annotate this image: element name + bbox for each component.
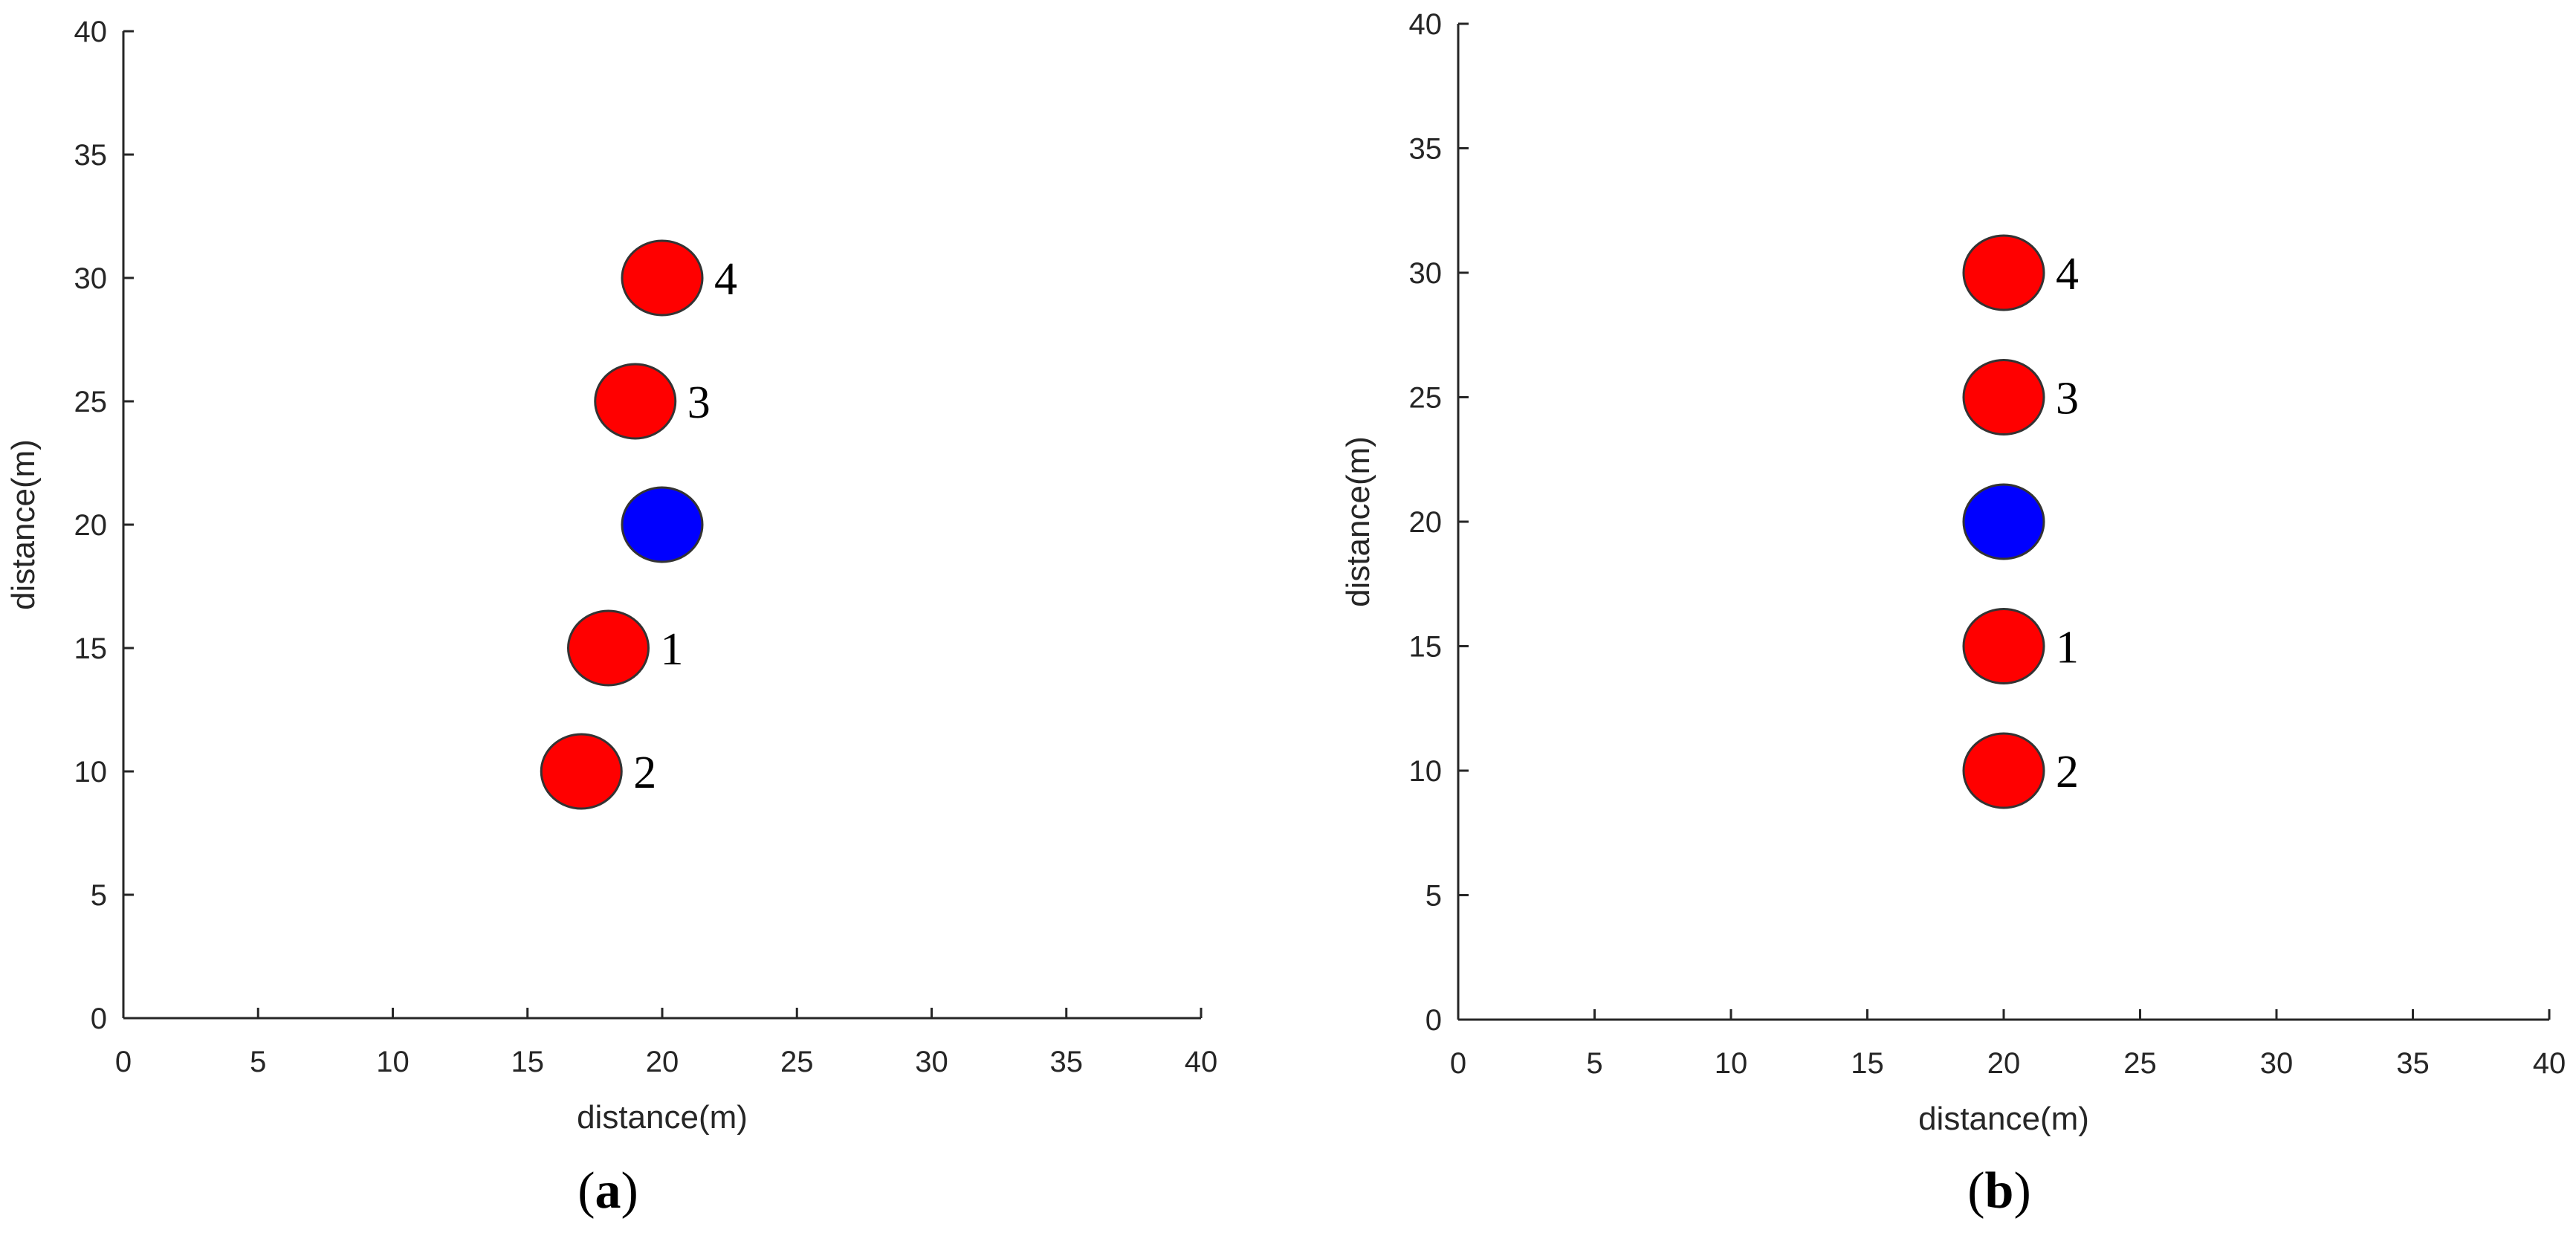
point-label-1: 1 (661, 624, 684, 675)
point-label-3: 3 (687, 378, 711, 428)
caption-close-paren: ) (2013, 1162, 2030, 1220)
y-axis-label: distance(m) (1340, 436, 1376, 607)
point-label-2: 2 (2056, 747, 2079, 797)
y-tick-label: 35 (1409, 133, 1443, 166)
caption-letter: a (595, 1162, 621, 1220)
caption-close-paren: ) (621, 1162, 638, 1220)
x-tick-label: 10 (1715, 1047, 1748, 1080)
y-tick-label: 5 (91, 879, 107, 912)
point-label-1: 1 (2056, 623, 2079, 673)
y-tick-label: 20 (1409, 506, 1443, 539)
caption-letter: b (1985, 1162, 2014, 1220)
x-tick-label: 20 (646, 1046, 679, 1078)
robot-point-3 (1962, 359, 2045, 435)
y-tick-label: 10 (74, 756, 108, 788)
y-tick-label: 15 (1409, 631, 1443, 664)
y-tick-label: 15 (74, 632, 108, 665)
point-label-4: 4 (2056, 249, 2079, 299)
y-axis-label: distance(m) (5, 439, 42, 610)
y-tick-label: 0 (1425, 1004, 1442, 1037)
x-tick-label: 25 (780, 1046, 814, 1078)
x-tick-label: 5 (250, 1046, 266, 1078)
x-tick-label: 15 (1851, 1047, 1884, 1080)
x-axis-label: distance(m) (1918, 1101, 2089, 1137)
y-tick-label: 20 (74, 509, 108, 542)
x-tick-label: 30 (2260, 1047, 2294, 1080)
caption-open-paren: ( (577, 1162, 595, 1220)
x-axis-label: distance(m) (577, 1099, 748, 1136)
robot-point-4 (621, 239, 704, 317)
y-tick-label: 25 (74, 386, 108, 418)
y-tick-label: 0 (91, 1003, 107, 1035)
y-tick-label: 10 (1409, 755, 1443, 788)
point-label-2: 2 (633, 748, 656, 798)
y-tick-label: 35 (74, 139, 108, 172)
robot-point-1 (1962, 608, 2045, 684)
x-tick-label: 40 (1185, 1046, 1218, 1078)
panel-caption: (b) (1967, 1162, 2031, 1220)
y-tick-label: 30 (1409, 257, 1443, 290)
y-tick-label: 40 (74, 16, 108, 48)
x-tick-label: 0 (1450, 1047, 1466, 1080)
robot-point-1 (567, 609, 650, 687)
panel-caption: (a) (577, 1162, 638, 1220)
point-label-4: 4 (714, 254, 737, 305)
y-tick-label: 5 (1425, 880, 1442, 913)
x-tick-label: 40 (2533, 1047, 2566, 1080)
robot-point-2 (1962, 732, 2045, 809)
y-tick-label: 30 (74, 262, 108, 295)
y-tick-label: 40 (1409, 8, 1443, 41)
chart-panel-a: 0 5 10 15 20 25 30 35 40 0 5 10 15 20 25 30 35 40 distance… (5, 16, 1217, 1220)
robot-point-4 (1962, 234, 2045, 311)
x-tick-label: 35 (2396, 1047, 2430, 1080)
x-tick-label: 15 (511, 1046, 545, 1078)
x-tick-label: 30 (915, 1046, 948, 1078)
x-tick-label: 0 (115, 1046, 132, 1078)
x-tick-label: 5 (1586, 1047, 1602, 1080)
leader-point (621, 486, 704, 563)
leader-point (1962, 483, 2045, 560)
y-tick-label: 25 (1409, 382, 1443, 415)
robot-point-2 (540, 733, 623, 810)
x-tick-label: 10 (376, 1046, 410, 1078)
x-tick-label: 25 (2123, 1047, 2157, 1080)
x-tick-label: 35 (1050, 1046, 1084, 1078)
x-tick-label: 20 (1987, 1047, 2021, 1080)
caption-open-paren: ( (1967, 1162, 1984, 1220)
chart-panel-b: 0 5 10 15 20 25 30 35 40 0 5 10 15 20 25 30 35 40 distance… (1340, 8, 2566, 1220)
point-label-3: 3 (2056, 374, 2079, 424)
robot-point-3 (594, 363, 677, 440)
